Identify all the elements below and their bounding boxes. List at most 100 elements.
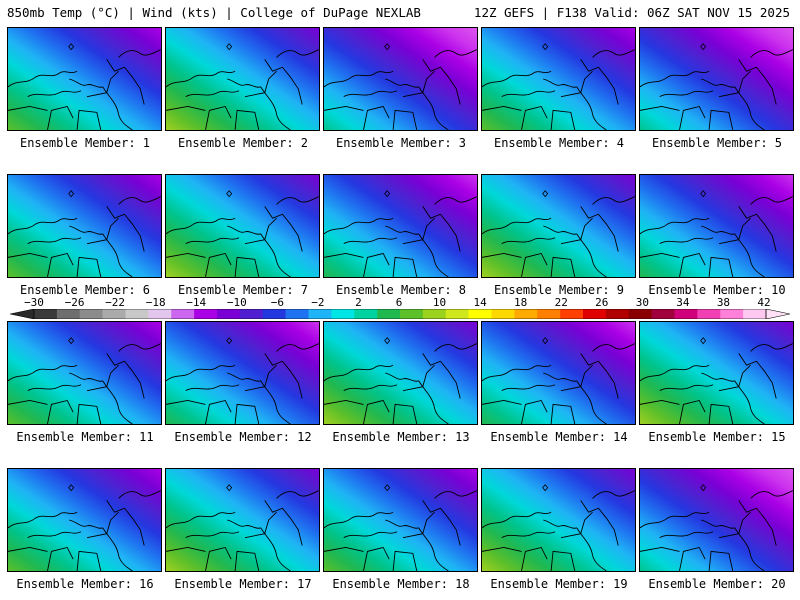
temperature-field [324,322,477,424]
colorbar-swatch [125,309,149,319]
ensemble-member-label: Ensemble Member: 11 [16,430,154,444]
colorbar-labels: −30 −26 −22 −18 −14 −10 −6 −2 2 6 10 14 18 22 26 30 34 38… [0,296,800,309]
ensemble-member-label: Ensemble Member: 5 [651,136,783,150]
colorbar-swatch [583,309,607,319]
ensemble-member-map [7,27,162,131]
ensemble-member-label: Ensemble Member: 17 [174,577,312,591]
temperature-field [482,175,635,277]
colorbar-swatch [217,309,241,319]
colorbar-swatch [514,309,538,319]
ensemble-member-label: Ensemble Member: 1 [19,136,151,150]
colorbar-swatch [560,309,584,319]
temperature-field [8,175,161,277]
ensemble-member-map [639,174,794,278]
colorbar-tick-label: 42 [757,296,771,309]
colorbar-swatch [171,309,195,319]
colorbar-tick-label: −6 [270,296,284,309]
ensemble-member-map [323,174,478,278]
temperature-field [166,469,319,571]
colorbar-tick-label: 18 [514,296,528,309]
ensemble-member-label: Ensemble Member: 3 [335,136,467,150]
colorbar-tick-label: −2 [311,296,325,309]
temperature-field [640,28,793,130]
ensemble-member-map [165,27,320,131]
ensemble-member-map [481,174,636,278]
ensemble-member-map [481,321,636,425]
colorbar-swatch [56,309,81,319]
ensemble-member-label: Ensemble Member: 12 [174,430,312,444]
colorbar-tick-label: −26 [64,296,85,309]
ensemble-member-label: Ensemble Member: 15 [648,430,786,444]
colorbar-swatch [605,309,630,319]
temperature-field [8,322,161,424]
temperature-field [324,28,477,130]
colorbar-tick-label: 38 [716,296,731,309]
temperature-field [640,469,793,571]
map-title: 850mb Temp (°C) | Wind (kts) | College o… [7,5,421,20]
ensemble-member-label: Ensemble Member: 19 [490,577,628,591]
colorbar-tick-label: −14 [186,296,207,309]
ensemble-member-label: Ensemble Member: 14 [490,430,628,444]
colorbar-swatch [239,309,264,319]
colorbar-tick-label: −18 [145,296,166,309]
colorbar-low-arrow [10,309,35,319]
ensemble-member-map [323,468,478,572]
temperature-field [482,469,635,571]
ensemble-member-label: Ensemble Member: 10 [648,283,786,297]
valid-time: 12Z GEFS | F138 Valid: 06Z SAT NOV 15 20… [473,5,790,20]
colorbar-swatch [445,309,469,319]
colorbar-swatch [354,309,378,319]
ensemble-member-map [165,174,320,278]
colorbar-swatch [468,309,492,319]
ensemble-member-map [639,27,794,131]
colorbar-tick-label: 26 [595,296,609,309]
ensemble-member-label: Ensemble Member: 8 [335,283,467,297]
ensemble-member-label: Ensemble Member: 6 [19,283,151,297]
colorbar-swatch [285,309,309,319]
ensemble-member-map [481,468,636,572]
temperature-field [640,175,793,277]
temperature-field [640,322,793,424]
colorbar-tick-label: −22 [105,296,126,309]
colorbar-swatch [491,309,515,319]
colorbar-swatch [628,309,652,319]
colorbar-swatch [194,309,218,319]
ensemble-member-map [7,468,162,572]
ensemble-member-label: Ensemble Member: 18 [332,577,470,591]
temperature-field [166,322,319,424]
colorbar-tick-label: −30 [24,296,44,309]
temperature-field [166,175,319,277]
colorbar-swatch [651,309,675,319]
ensemble-member-map [323,321,478,425]
ensemble-member-map [165,321,320,425]
colorbar-swatch [102,309,126,319]
ensemble-member-label: Ensemble Member: 4 [493,136,625,150]
colorbar-swatch [331,309,355,319]
colorbar-tick-label: 34 [676,296,690,309]
colorbar-tick-label: 14 [473,296,487,309]
colorbar-tick-label: 6 [395,296,403,309]
temperature-field [324,469,477,571]
ensemble-member-label: Ensemble Member: 20 [648,577,786,591]
colorbar-swatch [400,309,424,319]
temperature-field [482,322,635,424]
colorbar-tick-label: 22 [554,296,568,309]
ensemble-member-label: Ensemble Member: 16 [16,577,154,591]
ensemble-member-map [323,27,478,131]
colorbar-swatch [148,309,172,319]
ensemble-member-map [7,321,162,425]
ensemble-member-label: Ensemble Member: 9 [493,283,625,297]
colorbar-swatch [537,309,561,319]
ensemble-member-label: Ensemble Member: 2 [177,136,309,150]
colorbar-swatch [79,309,103,319]
temperature-field [482,28,635,130]
ensemble-member-map [639,468,794,572]
ensemble-member-label: Ensemble Member: 7 [177,283,309,297]
ensemble-member-label: Ensemble Member: 13 [332,430,470,444]
colorbar-high-arrow [765,309,790,319]
colorbar-swatch [308,309,332,319]
temperature-field [8,469,161,571]
colorbar-swatch [697,309,721,319]
colorbar-swatch [743,309,767,319]
colorbar-swatch [262,309,286,319]
